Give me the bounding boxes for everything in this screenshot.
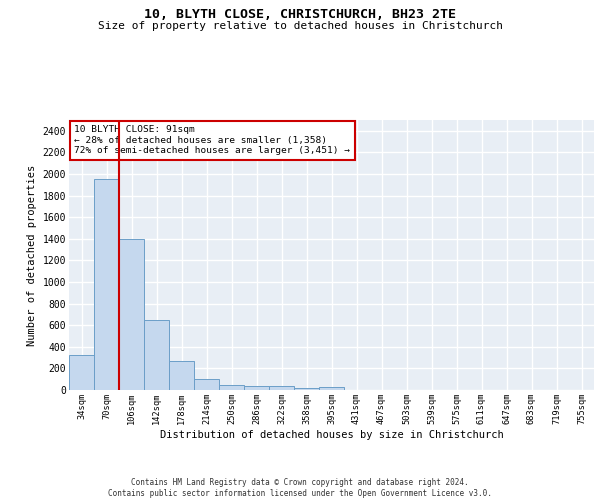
Bar [144,320,169,390]
Bar [244,386,269,390]
Bar [119,239,144,390]
Text: Contains HM Land Registry data © Crown copyright and database right 2024.
Contai: Contains HM Land Registry data © Crown c… [108,478,492,498]
Bar [269,386,294,390]
Bar [194,379,219,390]
Bar [169,361,194,390]
Bar [94,180,119,390]
Bar [219,385,244,390]
Bar [294,388,319,390]
Text: 10 BLYTH CLOSE: 91sqm
← 28% of detached houses are smaller (1,358)
72% of semi-d: 10 BLYTH CLOSE: 91sqm ← 28% of detached … [74,126,350,155]
Y-axis label: Number of detached properties: Number of detached properties [27,164,37,346]
Bar [319,387,344,390]
Text: 10, BLYTH CLOSE, CHRISTCHURCH, BH23 2TE: 10, BLYTH CLOSE, CHRISTCHURCH, BH23 2TE [144,8,456,20]
X-axis label: Distribution of detached houses by size in Christchurch: Distribution of detached houses by size … [160,430,503,440]
Bar [69,356,94,390]
Text: Size of property relative to detached houses in Christchurch: Size of property relative to detached ho… [97,21,503,31]
